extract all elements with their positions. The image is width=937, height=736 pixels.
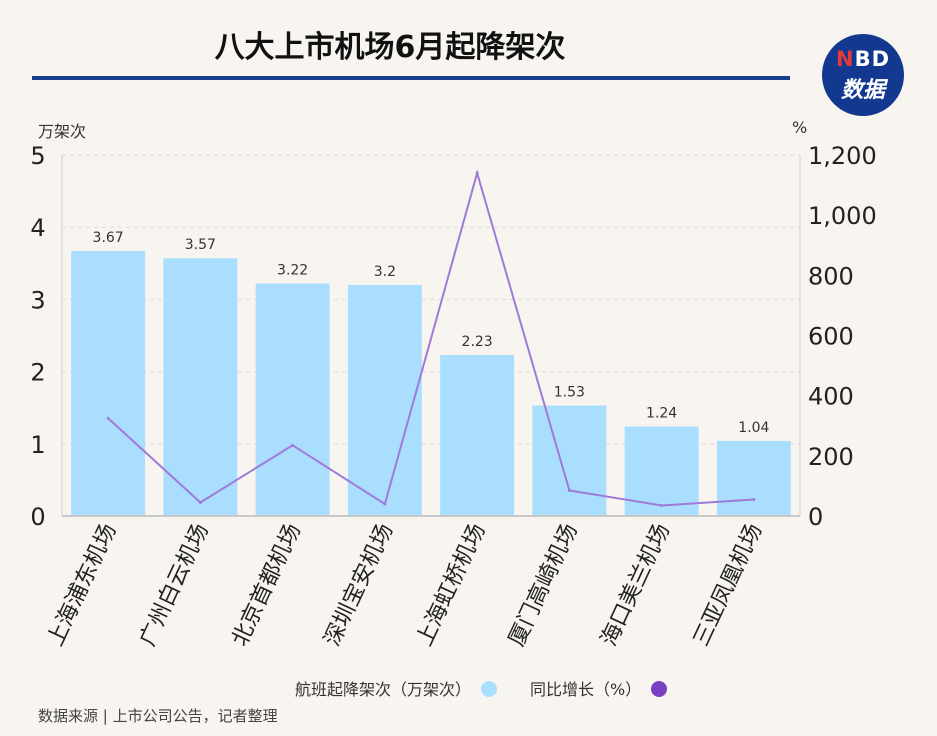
right-tick-label: 800 (808, 262, 854, 290)
chart-title: 八大上市机场6月起降架次 (214, 30, 566, 65)
bar (71, 251, 146, 516)
growth-line (107, 169, 754, 507)
left-tick-label: 1 (30, 431, 45, 459)
bar (347, 284, 422, 516)
bar-value-label: 3.22 (277, 263, 308, 279)
bar (624, 426, 699, 516)
left-tick-label: 3 (30, 286, 45, 314)
legend: 航班起降架次（万架次） 同比增长（%） (0, 676, 937, 700)
category-label: 上海虹桥机场 (412, 520, 490, 650)
legend-item-line: 同比增长（%） (530, 676, 668, 700)
category-label: 海口美兰机场 (597, 520, 675, 650)
chart-canvas: 0 1 2 3 4 5 0 200 400 600 800 1,000 1,200 3.67 3.57 3.2… (30, 142, 877, 650)
logo-text-data: 数据 (840, 78, 885, 103)
bar-value-label: 3.67 (93, 230, 124, 246)
bar-value-label: 2.23 (462, 334, 493, 350)
bar (716, 440, 791, 516)
category-label: 上海浦东机场 (43, 520, 121, 650)
growth-point (106, 416, 110, 420)
bar-value-label: 3.57 (185, 237, 216, 253)
growth-point (752, 497, 756, 501)
category-label: 厦门高崎机场 (504, 520, 582, 650)
legend-swatch-line (651, 681, 668, 697)
bar-value-label: 1.04 (738, 420, 769, 436)
category-label: 北京首都机场 (228, 520, 306, 650)
right-tick-label: 400 (808, 383, 854, 411)
bar-value-label: 1.53 (554, 385, 585, 401)
right-tick-label: 1,000 (808, 202, 877, 230)
legend-item-bars: 航班起降架次（万架次） (295, 676, 498, 700)
right-axis-unit: % (792, 118, 808, 137)
category-label: 深圳宝安机场 (320, 520, 398, 650)
right-tick-label: 600 (808, 323, 854, 351)
bar-value-label: 1.24 (646, 405, 677, 421)
left-tick-label: 0 (30, 503, 45, 531)
growth-point (567, 488, 571, 492)
nbd-logo: NBD 数据 (822, 34, 904, 116)
growth-point (291, 443, 295, 447)
legend-label-line: 同比增长（%） (530, 680, 642, 699)
source-note: 数据来源 | 上市公司公告，记者整理 (38, 707, 278, 725)
right-tick-label: 200 (808, 443, 854, 471)
left-tick-label: 2 (30, 359, 45, 387)
right-tick-label: 1,200 (808, 142, 877, 170)
growth-point (198, 500, 202, 504)
bar-value-label: 3.2 (374, 264, 396, 280)
right-tick-label: 0 (808, 503, 823, 531)
left-tick-label: 5 (30, 142, 45, 170)
left-tick-label: 4 (30, 214, 45, 242)
legend-label-bars: 航班起降架次（万架次） (295, 680, 472, 699)
legend-swatch-bars (481, 681, 498, 697)
logo-text-nbd: NBD (835, 47, 891, 71)
bar (532, 405, 607, 516)
bar (163, 258, 238, 516)
left-axis-unit: 万架次 (38, 122, 87, 141)
title-rule (32, 76, 790, 80)
growth-point (475, 171, 479, 175)
category-label: 广州白云机场 (135, 520, 213, 650)
bar (255, 283, 330, 516)
category-label: 三亚凤凰机场 (689, 520, 767, 650)
growth-point (383, 502, 387, 506)
bar (440, 354, 515, 516)
growth-point (660, 503, 664, 507)
